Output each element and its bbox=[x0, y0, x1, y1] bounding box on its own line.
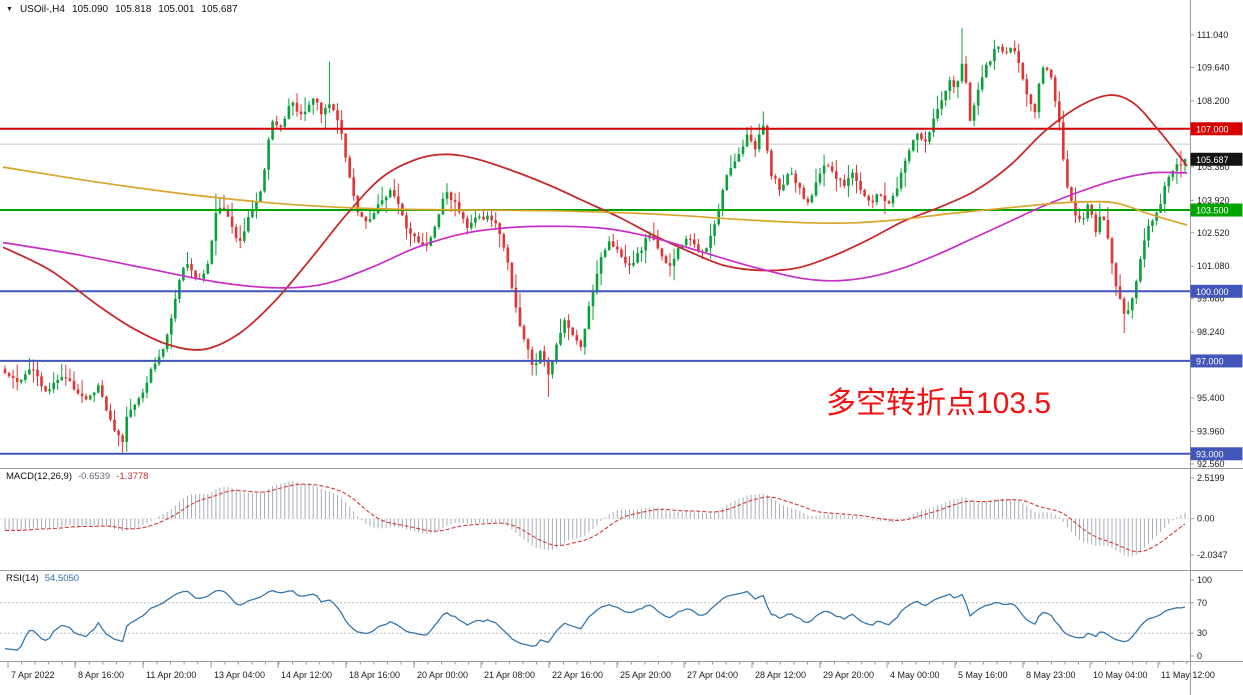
svg-text:100: 100 bbox=[1197, 575, 1212, 585]
symbol-period-label: USOil-,H4 bbox=[19, 4, 65, 15]
chart-collapse-icon[interactable]: ▼ bbox=[6, 5, 13, 13]
svg-text:109.640: 109.640 bbox=[1197, 63, 1230, 73]
macd-main-value: -0.6539 bbox=[78, 471, 111, 482]
svg-text:2.5199: 2.5199 bbox=[1197, 473, 1225, 483]
rsi-label: RSI(14) 54.5050 bbox=[6, 573, 79, 584]
svg-text:92.560: 92.560 bbox=[1197, 459, 1225, 468]
svg-text:30: 30 bbox=[1197, 628, 1207, 638]
svg-text:93.960: 93.960 bbox=[1197, 427, 1225, 437]
chart-title-bar: ▼ USOil-,H4 105.090 105.818 105.001 105.… bbox=[6, 4, 238, 15]
quote-high: 105.818 bbox=[115, 4, 152, 15]
rsi-value: 54.5050 bbox=[44, 573, 80, 584]
svg-text:21 Apr 08:00: 21 Apr 08:00 bbox=[484, 670, 535, 680]
rsi-indicator-panel[interactable]: 100 70 30 0 bbox=[0, 570, 1243, 662]
svg-text:-2.0347: -2.0347 bbox=[1197, 550, 1228, 560]
svg-text:5 May 16:00: 5 May 16:00 bbox=[958, 670, 1008, 680]
ma-fast-red bbox=[2, 94, 1188, 351]
svg-text:28 Apr 12:00: 28 Apr 12:00 bbox=[755, 670, 806, 680]
svg-text:97.000: 97.000 bbox=[1196, 356, 1224, 366]
svg-text:103.920: 103.920 bbox=[1197, 195, 1230, 205]
svg-text:20 Apr 00:00: 20 Apr 00:00 bbox=[417, 670, 468, 680]
svg-text:4 May 00:00: 4 May 00:00 bbox=[890, 670, 940, 680]
svg-text:14 Apr 12:00: 14 Apr 12:00 bbox=[281, 670, 332, 680]
svg-text:29 Apr 20:00: 29 Apr 20:00 bbox=[823, 670, 874, 680]
svg-text:25 Apr 20:00: 25 Apr 20:00 bbox=[620, 670, 671, 680]
macd-label: MACD(12,26,9) -0.6539 -1.3778 bbox=[6, 471, 148, 482]
macd-name: MACD(12,26,9) bbox=[6, 471, 72, 482]
macd-indicator-panel[interactable]: 2.5199 0.00 -2.0347 bbox=[0, 468, 1243, 570]
svg-text:93.000: 93.000 bbox=[1196, 449, 1224, 459]
svg-text:11 May 12:00: 11 May 12:00 bbox=[1161, 670, 1215, 680]
quote-open: 105.090 bbox=[71, 4, 109, 15]
svg-text:102.520: 102.520 bbox=[1197, 228, 1230, 238]
svg-text:105.687: 105.687 bbox=[1196, 155, 1229, 165]
quote-close: 105.687 bbox=[201, 4, 238, 15]
svg-text:10 May 04:00: 10 May 04:00 bbox=[1093, 670, 1148, 680]
time-axis[interactable]: 7 Apr 2022 8 Apr 16:00 11 Apr 20:00 13 Apr … bbox=[0, 662, 1243, 695]
svg-text:100.000: 100.000 bbox=[1196, 287, 1229, 297]
svg-text:22 Apr 16:00: 22 Apr 16:00 bbox=[552, 670, 603, 680]
svg-text:8 Apr 16:00: 8 Apr 16:00 bbox=[78, 670, 124, 680]
rsi-name: RSI(14) bbox=[6, 573, 39, 584]
svg-text:11 Apr 20:00: 11 Apr 20:00 bbox=[146, 670, 196, 680]
svg-text:107.000: 107.000 bbox=[1196, 124, 1229, 134]
svg-text:101.080: 101.080 bbox=[1197, 261, 1230, 271]
svg-text:99.680: 99.680 bbox=[1197, 294, 1225, 304]
svg-text:13 Apr 04:00: 13 Apr 04:00 bbox=[214, 670, 265, 680]
svg-text:27 Apr 04:00: 27 Apr 04:00 bbox=[687, 670, 738, 680]
svg-text:0.00: 0.00 bbox=[1197, 514, 1215, 524]
svg-text:8 May 23:00: 8 May 23:00 bbox=[1026, 670, 1076, 680]
ma-slow-gold bbox=[2, 166, 1188, 226]
svg-text:7 Apr 2022: 7 Apr 2022 bbox=[11, 670, 55, 680]
quote-low: 105.001 bbox=[158, 4, 195, 15]
svg-text:105.360: 105.360 bbox=[1197, 162, 1230, 172]
main-price-chart[interactable]: 111.040 109.640 108.200 105.360 103.920 102.5… bbox=[0, 0, 1243, 468]
svg-text:95.400: 95.400 bbox=[1197, 393, 1225, 403]
macd-signal-value: -1.3778 bbox=[116, 471, 149, 482]
ma-mid-magenta bbox=[2, 171, 1188, 289]
svg-text:103.500: 103.500 bbox=[1196, 206, 1229, 216]
svg-text:18 Apr 16:00: 18 Apr 16:00 bbox=[349, 670, 400, 680]
svg-text:70: 70 bbox=[1197, 598, 1207, 608]
svg-text:98.240: 98.240 bbox=[1197, 327, 1225, 337]
svg-text:0: 0 bbox=[1197, 651, 1202, 661]
svg-text:111.040: 111.040 bbox=[1197, 30, 1228, 40]
annotation-text[interactable]: 多空转折点103.5 bbox=[826, 387, 1052, 420]
svg-text:108.200: 108.200 bbox=[1197, 96, 1230, 106]
